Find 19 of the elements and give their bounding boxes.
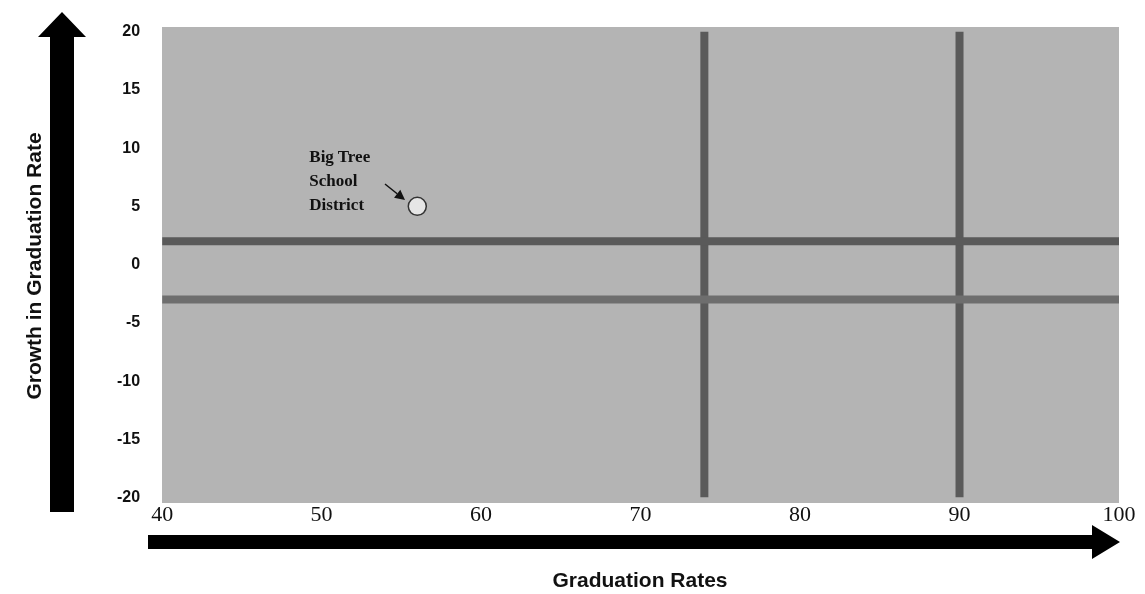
y-tick-label: 20 [122, 22, 141, 40]
y-tick-label: -15 [117, 429, 141, 447]
x-tick-label: 90 [948, 500, 971, 526]
x-tick-label: 50 [310, 500, 333, 526]
y-tick-label: 0 [131, 255, 141, 273]
y-tick-label: -20 [117, 488, 141, 506]
annotation: Big Tree School District [309, 147, 371, 215]
y-tick-label: 10 [122, 138, 141, 156]
y-tick-label: -5 [125, 313, 141, 331]
x-axis-title: Graduation Rates [552, 568, 728, 592]
x-tick-label: 70 [629, 500, 652, 526]
y-tick-label: -10 [117, 371, 141, 389]
y-tick-label: 15 [122, 80, 141, 98]
x-tick-label: 60 [470, 500, 493, 526]
y-tick-label: 5 [131, 196, 141, 214]
x-tick-label: 100 [1102, 500, 1136, 526]
y-axis-title: Growth in Graduation Rate [22, 132, 46, 400]
x-tick-label: 80 [789, 500, 812, 526]
x-tick-label: 40 [151, 500, 174, 526]
